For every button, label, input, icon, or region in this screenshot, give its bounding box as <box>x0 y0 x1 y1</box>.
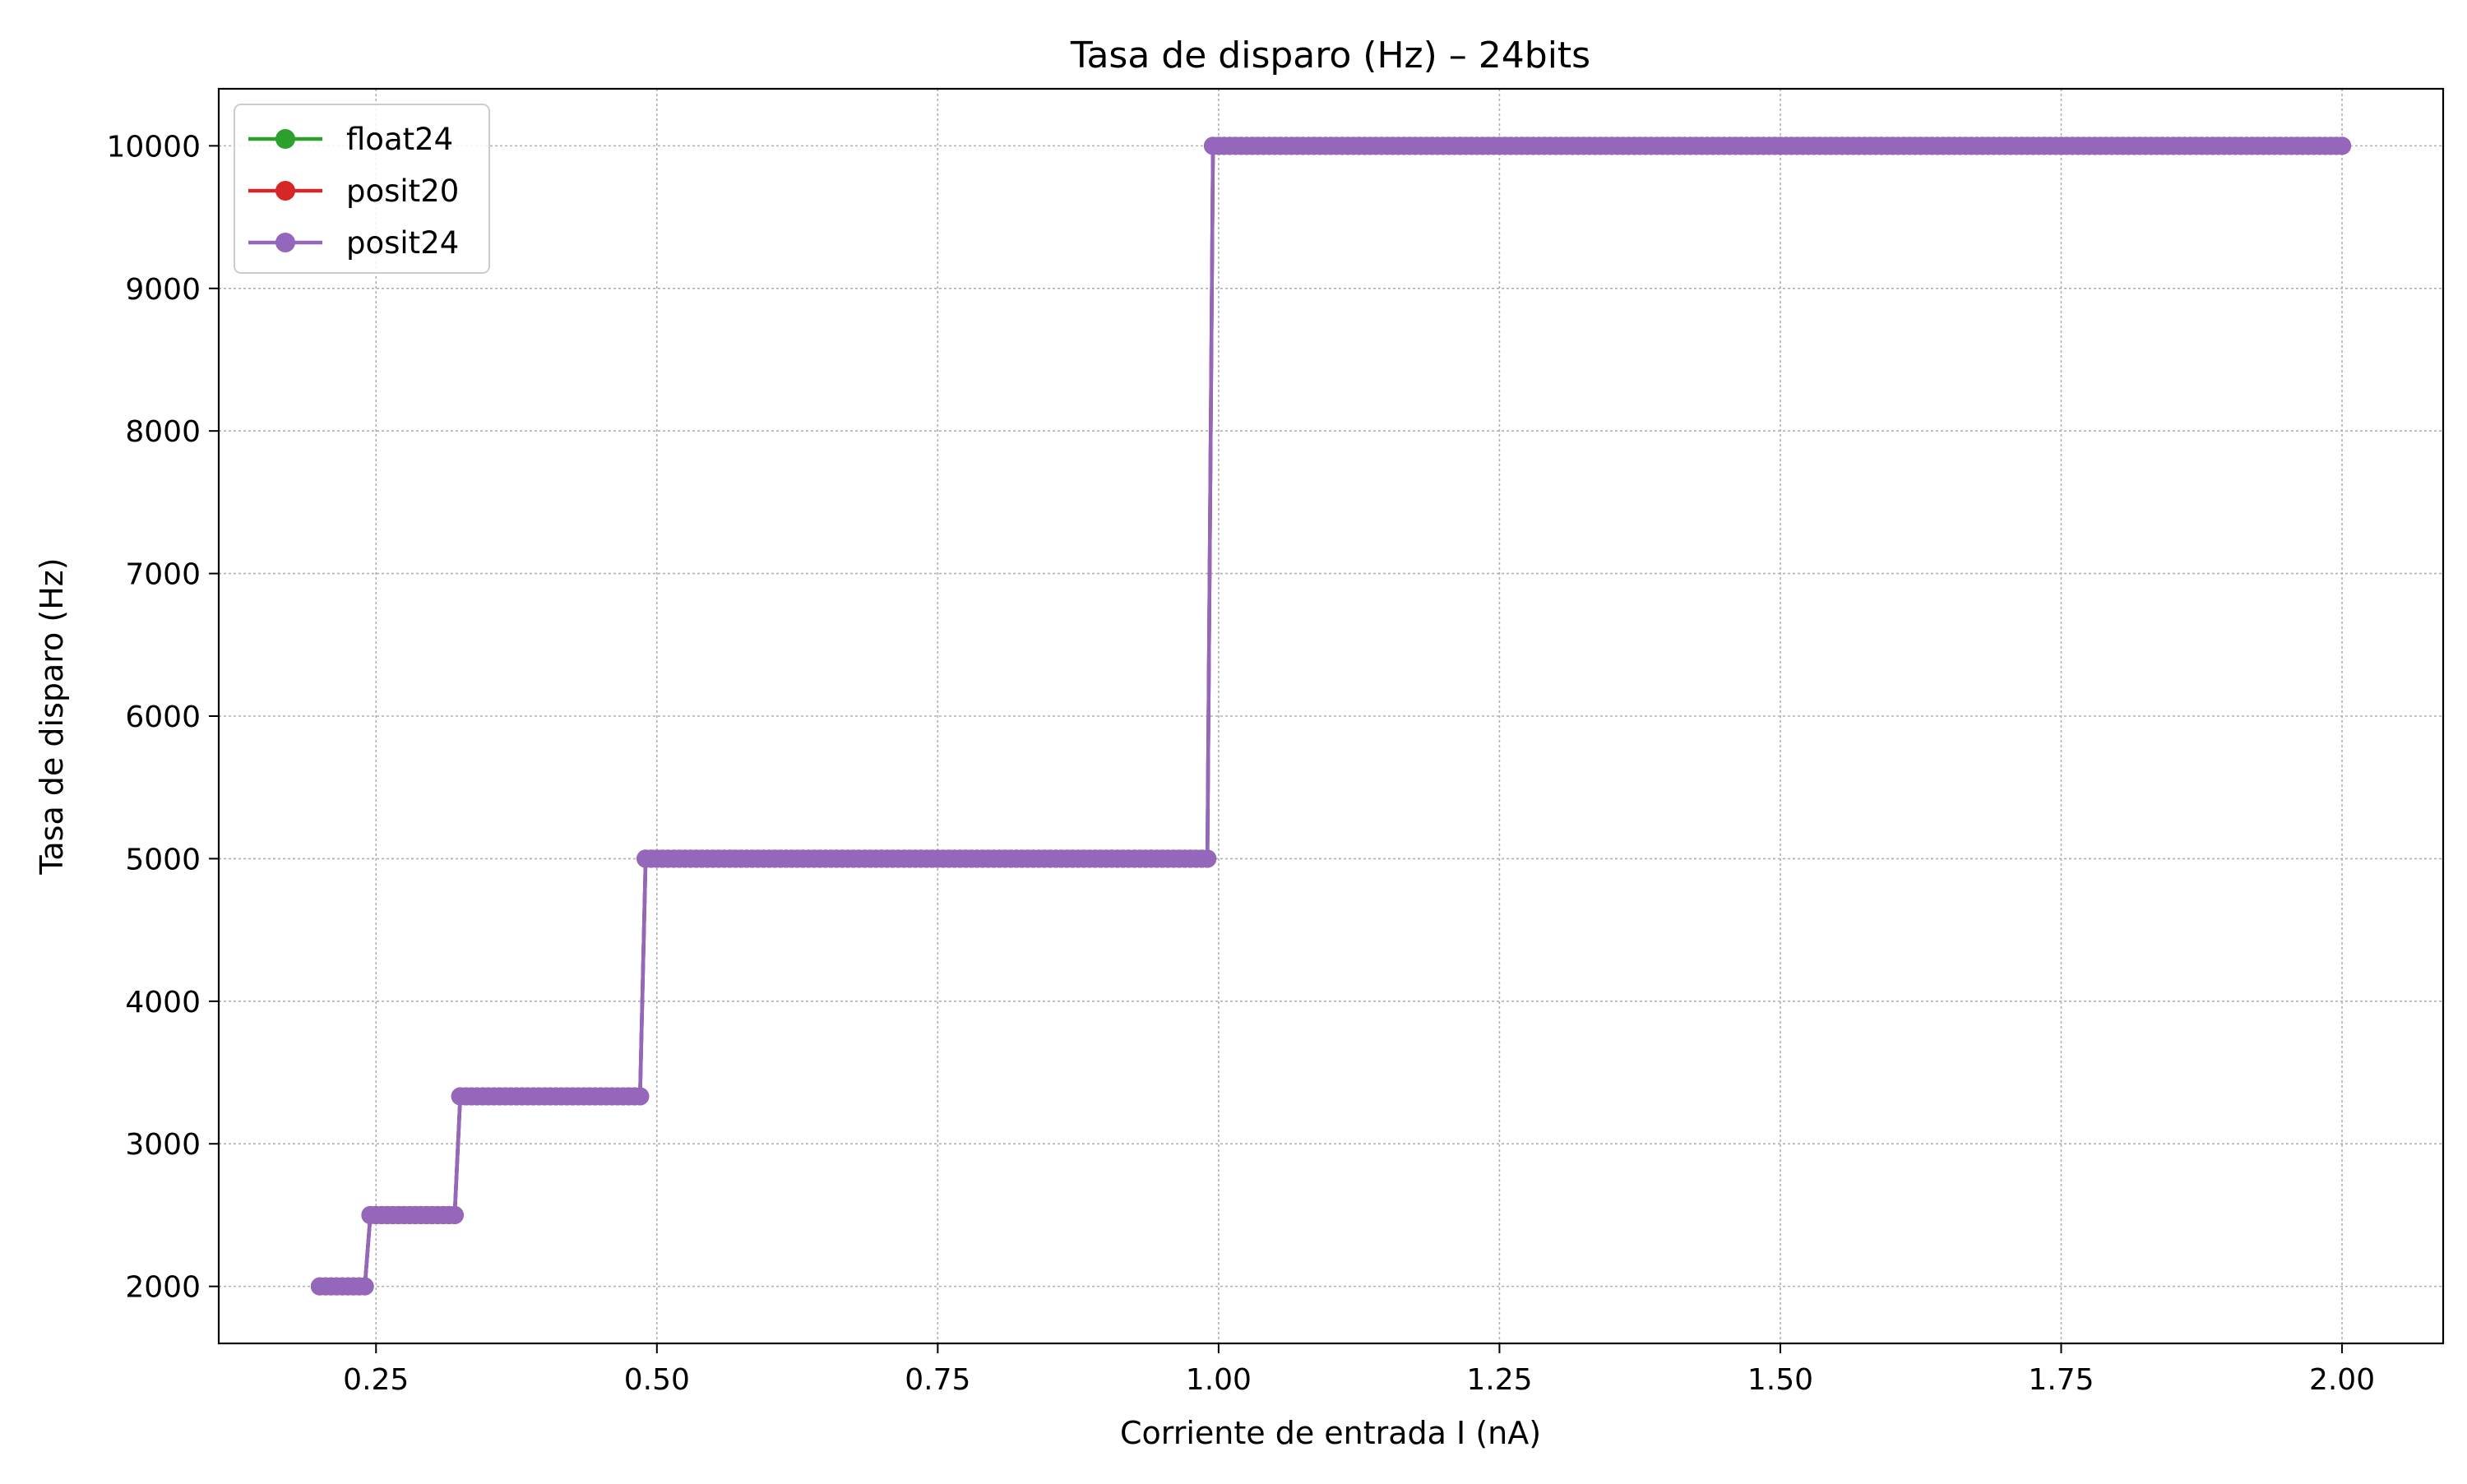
y-tick-label: 6000 <box>125 700 201 734</box>
y-tick-label: 10000 <box>106 130 201 164</box>
y-tick-label: 4000 <box>125 986 201 1019</box>
data-point <box>445 1205 464 1224</box>
legend-marker-posit24 <box>275 233 295 252</box>
legend-marker-posit20 <box>275 181 295 201</box>
legend-label-posit20: posit20 <box>346 173 459 209</box>
x-tick-label: 1.25 <box>1466 1363 1532 1397</box>
data-point <box>1198 849 1217 868</box>
legend: float24 posit20 posit24 <box>234 104 490 274</box>
y-tick-label: 8000 <box>125 415 201 449</box>
y-tick-label: 2000 <box>125 1271 201 1305</box>
y-tick-label: 7000 <box>125 558 201 592</box>
data-point <box>631 1087 650 1106</box>
legend-marker-float24 <box>275 129 295 149</box>
y-axis-ticks: 2000 3000 4000 5000 6000 7000 8000 9000 10000 <box>106 130 219 1305</box>
series-posit24 <box>310 136 2352 1296</box>
x-tick-label: 1.75 <box>2028 1363 2094 1397</box>
legend-label-posit24: posit24 <box>346 225 459 261</box>
x-tick-label: 0.75 <box>905 1363 970 1397</box>
x-tick-label: 0.25 <box>343 1363 409 1397</box>
chart-title: Tasa de disparo (Hz) – 24bits <box>1070 35 1590 76</box>
x-tick-label: 0.50 <box>624 1363 690 1397</box>
x-axis-label: Corriente de entrada I (nA) <box>1120 1415 1541 1451</box>
x-tick-label: 1.00 <box>1186 1363 1252 1397</box>
y-tick-label: 3000 <box>125 1128 201 1162</box>
data-point <box>2333 136 2352 155</box>
grid-lines <box>219 89 2443 1343</box>
y-tick-label: 5000 <box>125 843 201 876</box>
x-axis-ticks: 0.25 0.50 0.75 1.00 1.25 1.50 1.75 2.00 <box>343 1343 2375 1397</box>
data-point <box>355 1277 374 1296</box>
x-tick-label: 1.50 <box>1747 1363 1813 1397</box>
legend-label-float24: float24 <box>346 122 453 157</box>
y-axis-label: Tasa de disparo (Hz) <box>34 557 70 875</box>
y-tick-label: 9000 <box>125 273 201 307</box>
legend-box <box>234 104 490 274</box>
series-lines <box>310 136 2352 1296</box>
x-tick-label: 2.00 <box>2309 1363 2375 1397</box>
